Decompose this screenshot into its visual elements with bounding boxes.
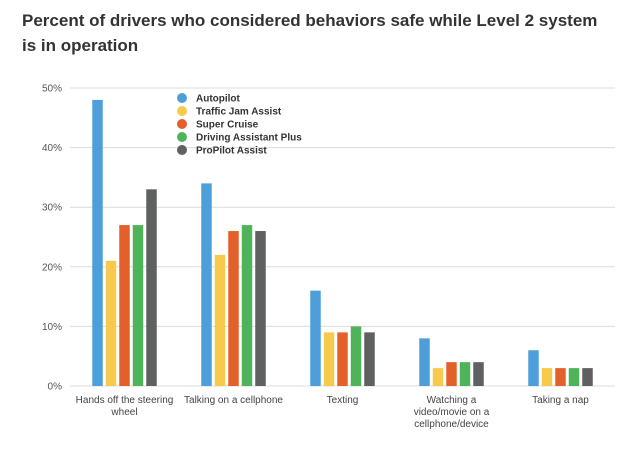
y-tick-label: 30% bbox=[42, 203, 62, 214]
y-tick-label: 0% bbox=[48, 382, 63, 393]
legend-label: Driving Assistant Plus bbox=[196, 133, 302, 144]
bar bbox=[473, 362, 484, 386]
bar bbox=[201, 183, 212, 386]
y-tick-label: 40% bbox=[42, 143, 62, 154]
x-category-label: Taking a nap bbox=[532, 395, 589, 406]
bar bbox=[214, 254, 226, 386]
legend-swatch bbox=[177, 132, 187, 142]
bar bbox=[255, 231, 266, 386]
bar bbox=[528, 350, 539, 386]
x-category-label: Texting bbox=[327, 395, 359, 406]
bar bbox=[337, 332, 348, 386]
legend-label: Super Cruise bbox=[196, 120, 259, 131]
bar bbox=[105, 260, 117, 386]
x-category-label: Talking on a cellphone bbox=[184, 395, 283, 406]
x-category-label: Hands off the steering wheel bbox=[76, 395, 174, 418]
legend-label: ProPilot Assist bbox=[196, 146, 267, 157]
legend-label: Autopilot bbox=[196, 94, 241, 105]
legend-swatch bbox=[177, 106, 187, 116]
bar bbox=[541, 368, 553, 386]
bar bbox=[446, 362, 457, 386]
chart-title: Percent of drivers who considered behavi… bbox=[22, 11, 598, 55]
bar bbox=[92, 99, 103, 387]
y-axis-ticks: 0% 10% 20% 30% 40% 50% bbox=[42, 84, 62, 393]
y-tick-label: 10% bbox=[42, 322, 62, 333]
bar bbox=[555, 368, 566, 386]
bar bbox=[146, 189, 157, 386]
bar bbox=[132, 225, 144, 386]
bar bbox=[459, 362, 471, 386]
legend-label: Traffic Jam Assist bbox=[196, 107, 282, 118]
bar bbox=[432, 368, 444, 386]
bars bbox=[92, 99, 593, 387]
bar bbox=[568, 368, 580, 386]
bar bbox=[119, 225, 130, 386]
bar bbox=[419, 338, 430, 386]
y-tick-label: 50% bbox=[42, 84, 62, 95]
legend-swatch bbox=[177, 119, 187, 129]
bar bbox=[241, 225, 253, 386]
bar bbox=[350, 326, 362, 386]
bar bbox=[310, 290, 321, 386]
legend: Autopilot Traffic Jam Assist Super Cruise D… bbox=[177, 93, 302, 157]
bar bbox=[364, 332, 375, 386]
legend-swatch bbox=[177, 145, 187, 155]
category-labels: Hands off the steering wheel Talking on a … bbox=[76, 395, 590, 430]
bar bbox=[323, 332, 335, 386]
y-tick-label: 20% bbox=[42, 262, 62, 273]
x-category-label: Watching a video/movie on a cellphone/devi… bbox=[414, 395, 490, 430]
bar bbox=[228, 231, 239, 386]
legend-swatch bbox=[177, 93, 187, 103]
bar bbox=[582, 368, 593, 386]
